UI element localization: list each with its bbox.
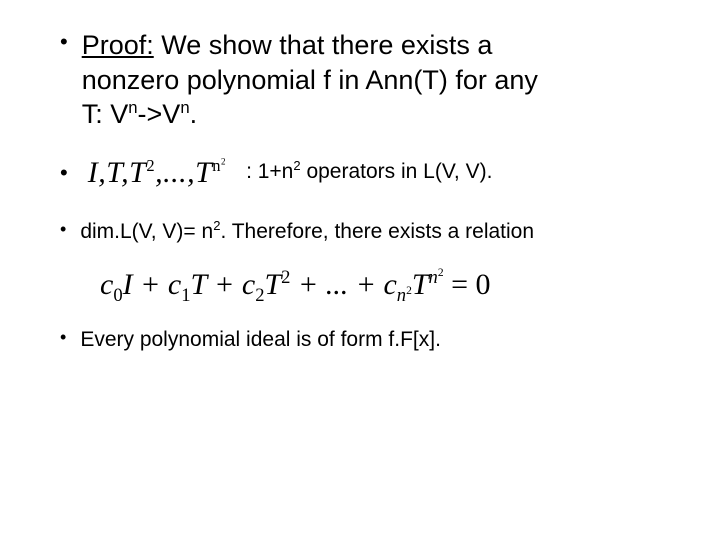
sup-n-1: n	[128, 98, 137, 117]
proof-line3-c: .	[190, 99, 198, 129]
ops-desc-b: operators in L(V, V).	[301, 160, 493, 183]
proof-line2: nonzero polynomial f in Ann(T) for any	[82, 65, 538, 95]
proof-line3-a: T: V	[82, 99, 129, 129]
bullet-operators: • I,T,T2,...,Tn2 : 1+n2 operators in L(V…	[60, 156, 680, 190]
relation-equation: c0I + c1T + c2T2 + ... + cn2Tn2 = 0	[100, 270, 680, 300]
bullet-dot: •	[60, 218, 66, 241]
bullet-dim: • dim.L(V, V)= n2. Therefore, there exis…	[60, 218, 680, 246]
dim-text: dim.L(V, V)= n2. Therefore, there exists…	[80, 218, 534, 246]
sup-2-ops: 2	[293, 158, 300, 173]
bullet-proof: • Proof: We show that there exists a non…	[60, 28, 680, 132]
bullet-dot: •	[60, 160, 68, 186]
operators-math: I,T,T2,...,Tn2	[82, 156, 232, 190]
operators-desc: : 1+n2 operators in L(V, V).	[246, 158, 492, 186]
proof-line1-rest: We show that there exists a	[154, 30, 493, 60]
bullet-ideal: • Every polynomial ideal is of form f.F[…	[60, 326, 680, 354]
ideal-text: Every polynomial ideal is of form f.F[x]…	[80, 326, 441, 354]
proof-line3-b: ->V	[138, 99, 181, 129]
bullet-dot: •	[60, 28, 68, 57]
dim-b: . Therefore, there exists a relation	[220, 220, 534, 243]
slide: • Proof: We show that there exists a non…	[0, 0, 720, 540]
bullet-dot: •	[60, 326, 66, 349]
equation-block: c0I + c1T + c2T2 + ... + cn2Tn2 = 0	[100, 270, 680, 300]
proof-text: Proof: We show that there exists a nonze…	[82, 28, 538, 132]
proof-label: Proof:	[82, 30, 154, 60]
dim-a: dim.L(V, V)= n	[80, 220, 213, 243]
sup-n-2: n	[180, 98, 189, 117]
ops-desc-a: : 1+n	[246, 160, 293, 183]
